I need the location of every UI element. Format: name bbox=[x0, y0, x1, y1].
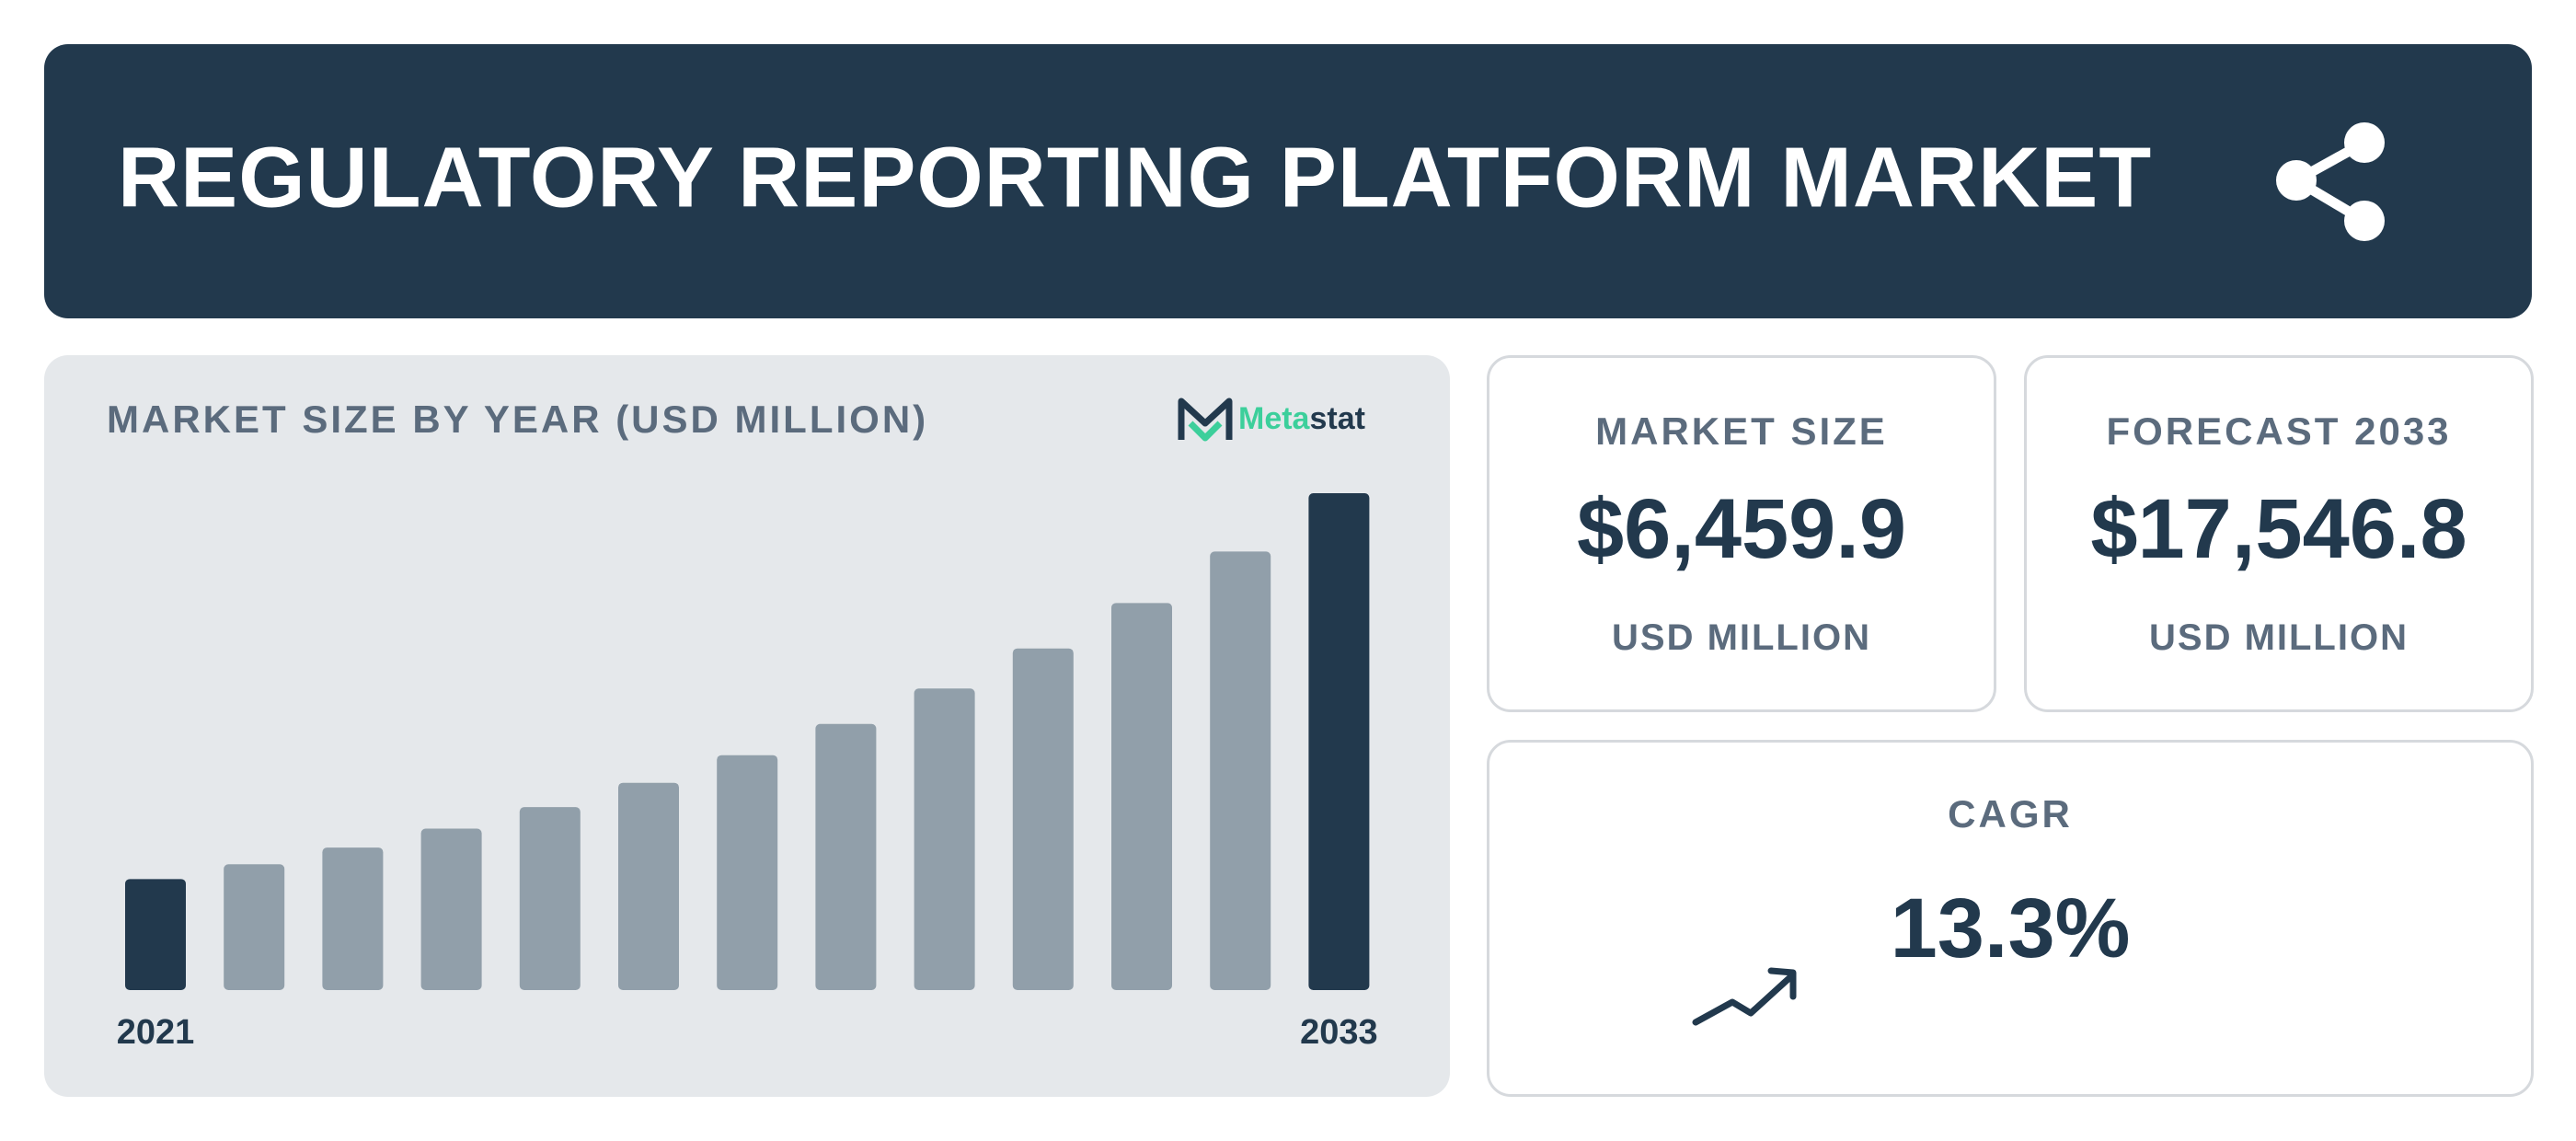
bar-2022 bbox=[224, 864, 285, 990]
cagr-card: CAGR 13.3% bbox=[1487, 740, 2534, 1097]
bar-2028 bbox=[815, 723, 877, 990]
brand-name-part1: Meta bbox=[1238, 401, 1310, 436]
bar-2033 bbox=[1308, 493, 1370, 990]
forecast-card: FORECAST 2033 $17,546.8 USD MILLION bbox=[2024, 355, 2534, 712]
forecast-value: $17,546.8 bbox=[2090, 482, 2467, 576]
market-size-card: MARKET SIZE $6,459.9 USD MILLION bbox=[1487, 355, 1996, 712]
header-banner: REGULATORY REPORTING PLATFORM MARKET bbox=[44, 44, 2532, 318]
bar-2025 bbox=[519, 807, 581, 990]
cagr-value: 13.3% bbox=[1890, 882, 2131, 975]
brand-name-part2: stat bbox=[1309, 401, 1365, 436]
page-title: REGULATORY REPORTING PLATFORM MARKET bbox=[118, 129, 2153, 225]
brand-name: Metastat bbox=[1238, 401, 1365, 437]
cagr-label: CAGR bbox=[1948, 792, 2073, 836]
bar-2027 bbox=[717, 755, 778, 990]
chart-title: MARKET SIZE BY YEAR (USD MILLION) bbox=[107, 398, 929, 441]
market-size-label: MARKET SIZE bbox=[1595, 409, 1888, 453]
market-size-unit: USD MILLION bbox=[1612, 617, 1871, 658]
bar-2032 bbox=[1210, 551, 1271, 990]
trend-up-icon bbox=[1692, 967, 1797, 1026]
bar-2023 bbox=[322, 847, 384, 990]
brand-logo: Metastat bbox=[1176, 394, 1433, 447]
market-size-value: $6,459.9 bbox=[1576, 482, 1907, 576]
forecast-unit: USD MILLION bbox=[2149, 617, 2409, 658]
bar-2029 bbox=[914, 688, 975, 990]
x-tick-label-first: 2021 bbox=[117, 1013, 195, 1052]
bar-2024 bbox=[420, 828, 482, 990]
bar-2026 bbox=[618, 782, 679, 990]
metastat-logo-icon bbox=[1178, 398, 1233, 442]
forecast-label: FORECAST 2033 bbox=[2106, 409, 2452, 453]
share-icon[interactable] bbox=[2271, 114, 2409, 252]
x-tick-label-last: 2033 bbox=[1300, 1013, 1378, 1052]
market-size-chart-panel: MARKET SIZE BY YEAR (USD MILLION) Metast… bbox=[44, 355, 1450, 1097]
bar-2031 bbox=[1111, 603, 1172, 990]
bar-chart: 2021 2033 bbox=[117, 493, 1378, 1052]
bar-2021 bbox=[125, 879, 186, 990]
bar-2030 bbox=[1012, 648, 1074, 990]
